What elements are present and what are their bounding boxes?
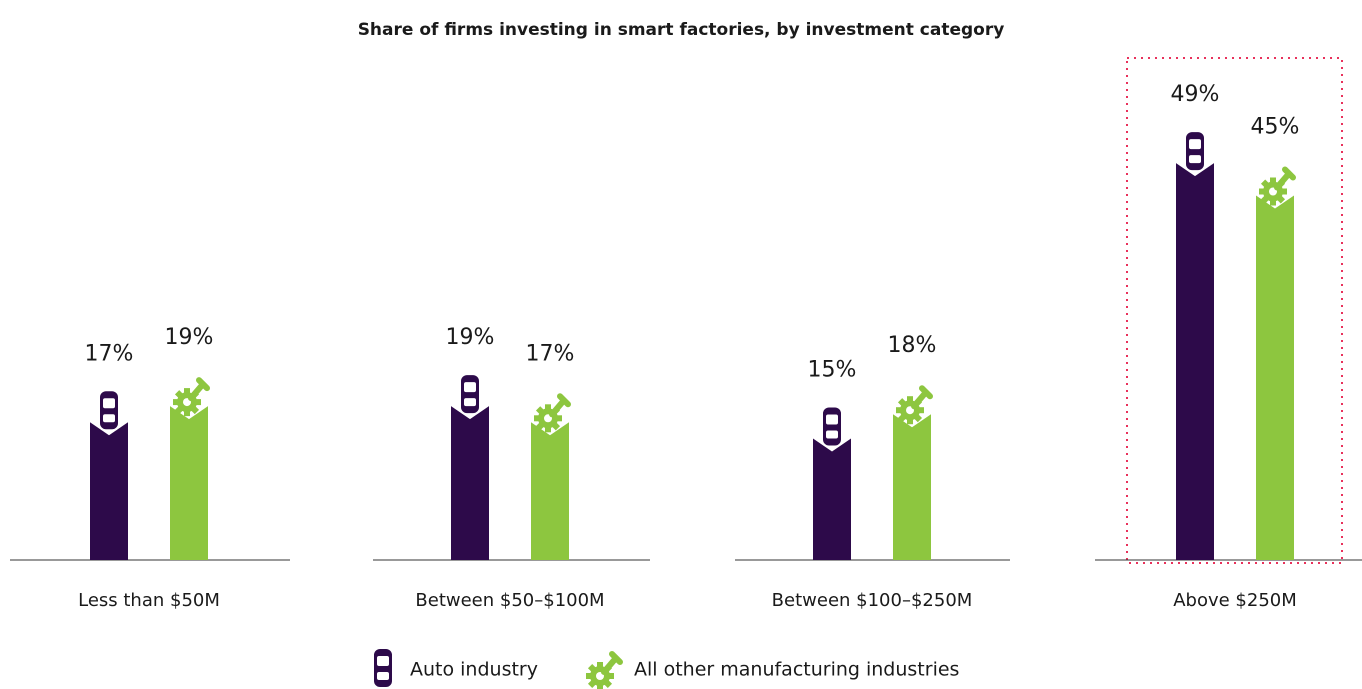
legend-label: All other manufacturing industries [634,659,959,681]
icon-window [464,382,476,393]
bar [1256,195,1294,560]
value-label: 19% [165,325,214,350]
icon-window [377,672,389,680]
icon-tooth [184,388,190,395]
bar [90,422,128,560]
icon-body [98,389,120,432]
chart-title: Share of firms investing in smart factor… [358,20,1005,40]
value-label: 49% [1171,82,1220,107]
icon-tooth [184,410,190,417]
x-tick-label: Between $50–$100M [415,590,604,611]
icon-tooth [545,426,551,433]
icon-wrench [911,385,933,410]
icon-tooth [1270,177,1276,184]
value-label: 17% [85,341,134,366]
legend-label: Auto industry [410,659,538,681]
other-icon [1259,166,1296,206]
icon-body [1184,130,1206,173]
bar [813,438,851,560]
bar [1176,163,1214,560]
value-label: 18% [888,333,937,358]
icon-body [372,647,394,689]
other-icon [173,377,210,417]
icon-body [459,373,481,416]
auto-icon [98,389,120,432]
bar [531,422,569,560]
icon-body [821,405,843,448]
bar [170,406,208,560]
auto-icon [372,647,394,689]
icon-window [826,414,838,425]
icon-wrench [601,651,623,675]
x-tick-label: Between $100–$250M [772,590,973,611]
icon-tooth [597,684,603,689]
x-tick-label: Less than $50M [78,590,220,611]
icon-window [103,414,115,423]
x-tick-label: Above $250M [1173,590,1297,611]
icon-window [1189,139,1201,150]
icon-window [464,398,476,407]
icon-wrench [1274,166,1296,191]
value-label: 19% [446,325,495,350]
icon-window [103,398,115,409]
auto-icon [1184,130,1206,173]
icon-window [377,656,389,666]
other-icon [534,393,571,433]
icon-tooth [907,418,913,425]
icon-tooth [545,404,551,411]
icon-wrench [188,377,210,402]
icon-window [1189,155,1201,164]
value-label: 15% [808,358,857,383]
bar [451,406,489,560]
other-icon [896,385,933,425]
icon-tooth [1270,199,1276,206]
value-label: 17% [526,341,575,366]
highlight-box [1126,57,1343,564]
icon-tooth [907,396,913,403]
value-label: 45% [1251,115,1300,140]
auto-icon [821,405,843,448]
icon-wrench [549,393,571,418]
icon-tooth [597,662,603,668]
icon-window [826,430,838,439]
bar [893,414,931,560]
auto-icon [459,373,481,416]
other-icon [586,651,623,689]
